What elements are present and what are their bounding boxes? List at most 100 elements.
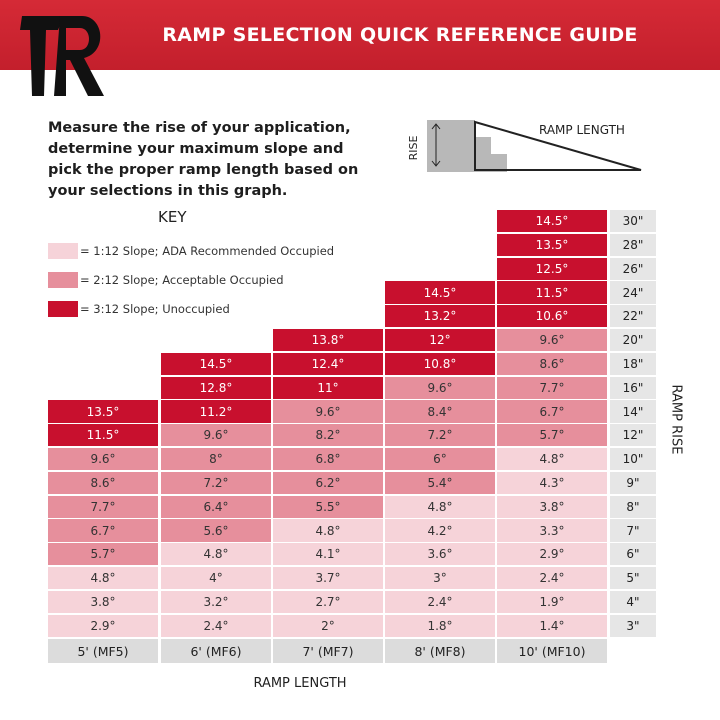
table-cell: 9.6°: [48, 448, 158, 471]
logo: [20, 16, 104, 96]
table-cell: 9.6°: [273, 400, 383, 423]
rise-label: 12": [610, 424, 656, 447]
column-header: 7' (MF7): [273, 639, 383, 664]
key-swatch: [48, 243, 78, 259]
rise-label: 24": [610, 281, 656, 304]
table-cell: 1.8°: [385, 614, 495, 637]
key-swatch: [48, 301, 78, 317]
table-cell: 12.8°: [161, 376, 271, 399]
rise-label: 6": [610, 543, 656, 566]
table-cell: 7.7°: [48, 495, 158, 518]
key-swatch: [48, 272, 78, 288]
table-cell: 4.1°: [273, 543, 383, 566]
header-bar: [0, 0, 720, 70]
table-cell: 4.8°: [48, 567, 158, 590]
table-cell: 2.4°: [497, 567, 607, 590]
key-item: = 1:12 Slope; ADA Recommended Occupied: [48, 243, 334, 259]
table-cell: 3.2°: [161, 590, 271, 614]
table-cell: 3.8°: [497, 495, 607, 518]
column-header: 6' (MF6): [161, 639, 271, 664]
rise-label: RISE: [407, 136, 420, 161]
table-cell: 4.2°: [385, 519, 495, 542]
table-cell: 13.5°: [48, 400, 158, 423]
rise-label: 20": [610, 329, 656, 352]
table-cell: 3.3°: [497, 519, 607, 542]
table-cell: 5.5°: [273, 495, 383, 518]
table-cell: 6.4°: [161, 495, 271, 518]
key-label: = 2:12 Slope; Acceptable Occupied: [80, 273, 284, 287]
rise-label: 30": [610, 210, 656, 233]
column-header: 10' (MF10): [497, 639, 607, 664]
table-cell: 14.5°: [497, 210, 607, 233]
table-cell: 12°: [385, 329, 495, 352]
table-cell: 4.8°: [161, 543, 271, 566]
table-cell: 2.9°: [497, 543, 607, 566]
table-cell: 6°: [385, 448, 495, 471]
table-cell: 9.6°: [497, 329, 607, 352]
key-title: KEY: [158, 208, 187, 226]
rise-label: 4": [610, 590, 656, 614]
table-cell: 5.7°: [48, 543, 158, 566]
table-cell: 2.9°: [48, 614, 158, 637]
table-cell: 11.2°: [161, 400, 271, 423]
table-cell: 11°: [273, 376, 383, 399]
table-cell: 11.5°: [497, 281, 607, 304]
ramp-diagram: RISE RAMP LENGTH: [407, 120, 642, 172]
column-header: 8' (MF8): [385, 639, 495, 664]
key-item: = 3:12 Slope; Unoccupied: [48, 301, 230, 317]
table-cell: 8°: [161, 448, 271, 471]
table-cell: 2°: [273, 614, 383, 637]
table-cell: 8.6°: [48, 471, 158, 495]
table-cell: 11.5°: [48, 424, 158, 447]
table-cell: 3.6°: [385, 543, 495, 566]
table-cell: 13.5°: [497, 233, 607, 257]
table-cell: 5.7°: [497, 424, 607, 447]
rise-label: 26": [610, 257, 656, 280]
table-cell: 3.8°: [48, 590, 158, 614]
table-cell: 1.9°: [497, 590, 607, 614]
intro-text: Measure the rise of your application, de…: [48, 120, 359, 199]
rise-label: 10": [610, 448, 656, 471]
rise-label: 22": [610, 305, 656, 328]
table-cell: 14.5°: [161, 352, 271, 376]
rise-label: 16": [610, 376, 656, 399]
table-cell: 7.2°: [161, 471, 271, 495]
table-cell: 2.4°: [385, 590, 495, 614]
table-cell: 6.7°: [48, 519, 158, 542]
table-cell: 12.4°: [273, 352, 383, 376]
table-cell: 8.2°: [273, 424, 383, 447]
table-cell: 13.8°: [273, 329, 383, 352]
table-cell: 2.7°: [273, 590, 383, 614]
table-cell: 9.6°: [385, 376, 495, 399]
table-cell: 10.6°: [497, 305, 607, 328]
table-cell: 2.4°: [161, 614, 271, 637]
table-cell: 13.2°: [385, 305, 495, 328]
table-cell: 6.2°: [273, 471, 383, 495]
rise-label: 9": [610, 471, 656, 495]
x-axis-label: RAMP LENGTH: [253, 676, 347, 691]
table-cell: 14.5°: [385, 281, 495, 304]
table-cell: 3.7°: [273, 567, 383, 590]
rise-label: 28": [610, 233, 656, 257]
table-cell: 5.6°: [161, 519, 271, 542]
table-cell: 4.8°: [497, 448, 607, 471]
table-cell: 7.2°: [385, 424, 495, 447]
table-cell: 7.7°: [497, 376, 607, 399]
table-cell: 8.6°: [497, 352, 607, 376]
table-cell: 4°: [161, 567, 271, 590]
table-cell: 3°: [385, 567, 495, 590]
rise-label: 5": [610, 567, 656, 590]
rise-label: 7": [610, 519, 656, 542]
table-cell: 6.7°: [497, 400, 607, 423]
table-cell: 4.8°: [385, 495, 495, 518]
column-header: 5' (MF5): [48, 639, 158, 664]
table-cell: 10.8°: [385, 352, 495, 376]
key-item: = 2:12 Slope; Acceptable Occupied: [48, 272, 284, 288]
key-label: = 1:12 Slope; ADA Recommended Occupied: [80, 244, 335, 258]
key-label: = 3:12 Slope; Unoccupied: [80, 302, 230, 316]
table-cell: 9.6°: [161, 424, 271, 447]
length-label: RAMP LENGTH: [539, 123, 625, 137]
table-cell: 5.4°: [385, 471, 495, 495]
table-cell: 4.3°: [497, 471, 607, 495]
